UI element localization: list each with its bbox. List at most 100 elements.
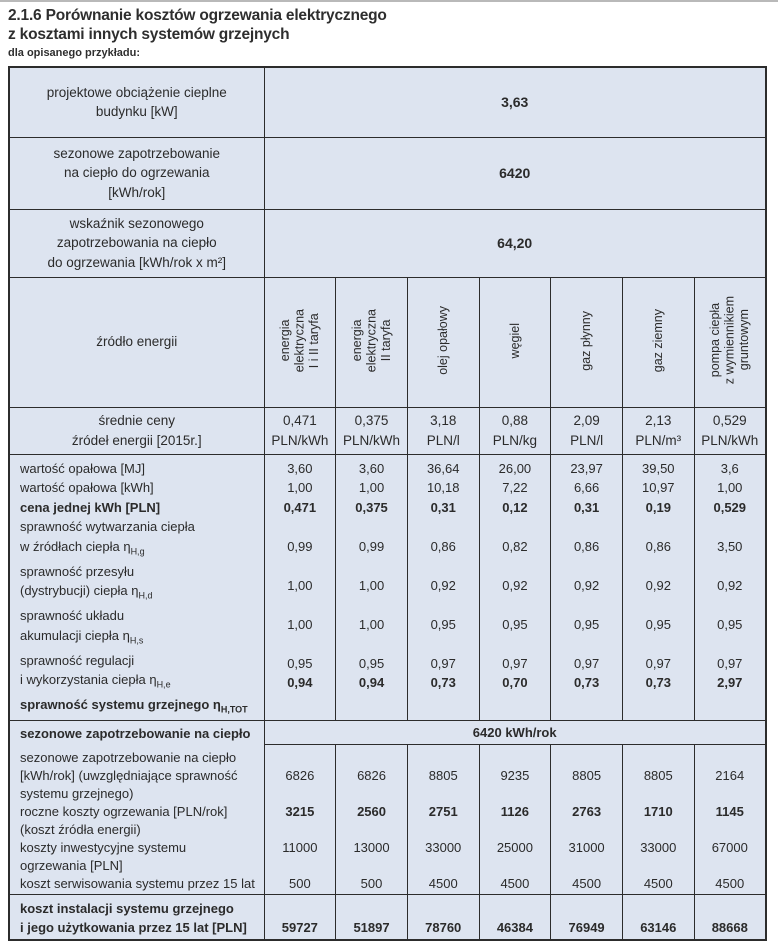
efficiency-value-column: 3,60 1,00 0,375 0,99 1,00 1,00 0,95 0,94 xyxy=(335,453,408,722)
total-cost-cell: 88668 xyxy=(693,894,767,941)
costs-label-line: (koszt źródła energii) xyxy=(20,821,141,837)
costs-value-line: 67000 xyxy=(711,840,748,856)
efficiency-value-line xyxy=(552,517,622,537)
costs-value-line xyxy=(408,857,478,875)
price-label-line: średnie ceny xyxy=(98,412,176,428)
costs-value-column: 8805 2763 31000 4500 xyxy=(550,744,623,896)
price-value: 2,13 xyxy=(645,412,672,428)
costs-value-column: 9235 1126 25000 4500 xyxy=(478,744,552,896)
total-cost-cell: 51897 xyxy=(335,894,408,941)
energy-column-header: węgiel xyxy=(478,276,552,408)
costs-value-column: 8805 1710 33000 4500 xyxy=(621,744,695,896)
costs-value-line xyxy=(552,749,622,767)
efficiency-value-line: 0,94 xyxy=(287,675,313,690)
total-cost-cell: 78760 xyxy=(406,894,480,941)
efficiency-value-line xyxy=(480,517,550,537)
costs-value-line xyxy=(552,821,622,839)
price-unit: PLN/l xyxy=(426,432,460,448)
summary-label-line: [kWh/rok] xyxy=(108,184,166,200)
efficiency-value-line: 0,94 xyxy=(358,675,385,690)
price-cell: 0,471 PLN/kWh xyxy=(263,406,337,455)
efficiency-value-column: 23,97 6,66 0,31 0,86 0,92 0,95 0,97 0,73 xyxy=(550,453,623,722)
energy-column-header-line: gaz ziemny xyxy=(651,308,666,373)
costs-value-line: 9235 xyxy=(500,768,530,784)
energy-column-header-line: węgiel xyxy=(507,322,522,359)
costs-value-line xyxy=(695,821,765,839)
costs-value-line: 2560 xyxy=(357,804,386,820)
summary-row-label: sezonowe zapotrzebowanie na ciepło do ogr… xyxy=(8,136,265,210)
costs-value-line xyxy=(623,821,693,839)
price-row-label: średnie ceny źródeł energii [2015r.] xyxy=(8,406,265,455)
energy-column-header-line: I i II taryfa xyxy=(307,313,322,368)
costs-value-line: 1126 xyxy=(500,804,529,820)
costs-value-line xyxy=(408,785,478,803)
efficiency-label-text: sprawność wytwarzania ciepła xyxy=(20,519,195,534)
efficiency-value-line: 0,97 xyxy=(645,655,671,671)
costs-value-line xyxy=(265,785,335,803)
summary-row-label: projektowe obciążenie cieplne budynku [kW… xyxy=(8,66,265,138)
price-unit: PLN/kg xyxy=(492,432,538,448)
energy-column-header-line: z wymiennikiem xyxy=(722,296,737,385)
total-cost-value: 63146 xyxy=(640,920,677,936)
efficiency-value-line: 0,99 xyxy=(358,538,385,554)
energy-column-header: energia elektryczna I i II taryfa xyxy=(263,276,337,408)
summary-row-value: 6420 xyxy=(263,136,767,210)
costs-value-line xyxy=(337,749,407,767)
efficiency-value-line: 0,95 xyxy=(430,616,456,632)
summary-row: projektowe obciążenie cieplne budynku [kW… xyxy=(8,66,767,138)
price-label-line: źródeł energii [2015r.] xyxy=(71,432,202,448)
price-value: 3,18 xyxy=(430,412,457,428)
energy-column-header: pompa ciepła z wymiennikiem gruntowym xyxy=(693,276,767,408)
efficiency-value-line xyxy=(265,556,335,576)
efficiency-label-text: sprawność układu xyxy=(20,608,125,624)
costs-label-line: koszt serwisowania systemu przez 15 lat xyxy=(20,875,255,891)
costs-value-line xyxy=(623,749,693,767)
efficiency-value-line xyxy=(408,517,478,537)
price-value: 0,529 xyxy=(712,412,747,428)
total-cost-value: 76949 xyxy=(568,920,605,936)
total-cost-spacer xyxy=(552,899,622,918)
summary-label-line: do ogrzewania [kWh/rok x m²] xyxy=(47,254,227,270)
efficiency-value-line: 0,92 xyxy=(717,577,743,593)
efficiency-value-line: 0,82 xyxy=(502,538,528,554)
efficiency-value-line: 0,99 xyxy=(287,538,313,554)
energy-column-header-text: olej opałowy xyxy=(436,306,451,375)
costs-value-line xyxy=(695,785,765,803)
costs-value-line: 2751 xyxy=(428,804,458,820)
costs-value-column: 6826 3215 11000 500 xyxy=(263,744,337,896)
efficiency-value-line: 3,6 xyxy=(720,460,739,476)
efficiency-value-line: 0,529 xyxy=(713,499,747,515)
costs-value-line: 4500 xyxy=(643,876,673,892)
efficiency-value-line: 0,471 xyxy=(283,499,317,515)
efficiency-label-line: sprawność regulacji xyxy=(20,651,263,671)
efficiency-value-line: 1,00 xyxy=(287,616,313,632)
total-cost-label-line: i jego użytkowania przez 15 lat [PLN] xyxy=(20,920,247,936)
efficiency-label-line: cena jednej kWh [PLN] xyxy=(20,498,263,518)
efficiency-value-line: 1,00 xyxy=(358,616,385,632)
efficiency-value-line: 0,73 xyxy=(645,675,671,690)
efficiency-value-line xyxy=(265,517,335,537)
costs-value-line xyxy=(623,857,693,875)
efficiency-value-line: 0,97 xyxy=(502,655,528,671)
costs-value-line: 8805 xyxy=(428,768,458,784)
costs-value-line: 11000 xyxy=(282,840,318,856)
price-unit: PLN/kWh xyxy=(701,432,759,448)
price-row: średnie ceny źródeł energii [2015r.] 0,471… xyxy=(8,406,767,455)
efficiency-value-line: 0,95 xyxy=(358,655,385,671)
total-cost-spacer xyxy=(337,899,407,918)
costs-value-line: 4500 xyxy=(500,876,530,892)
section-subtitle: dla opisanego przykładu: xyxy=(8,47,141,59)
efficiency-label-line: sprawność wytwarzania ciepła xyxy=(20,517,263,537)
efficiency-label-text: cena jednej kWh [PLN] xyxy=(20,499,161,515)
total-cost-spacer xyxy=(480,899,550,918)
price-cell: 2,13 PLN/m³ xyxy=(621,406,695,455)
costs-label-line: roczne koszty ogrzewania [PLN/rok] xyxy=(20,803,228,819)
section-title-line2: z kosztami innych systemów grzejnych xyxy=(8,26,290,43)
total-cost-cell: 59727 xyxy=(263,894,337,941)
costs-value-line xyxy=(265,857,335,875)
efficiency-label-text: wartość opałowa [kWh] xyxy=(20,480,154,495)
page-top-rule xyxy=(0,0,778,2)
efficiency-value-line: 0,95 xyxy=(717,616,743,632)
energy-column-header-line: energia xyxy=(349,319,364,362)
efficiency-value-line: 0,86 xyxy=(645,538,671,554)
